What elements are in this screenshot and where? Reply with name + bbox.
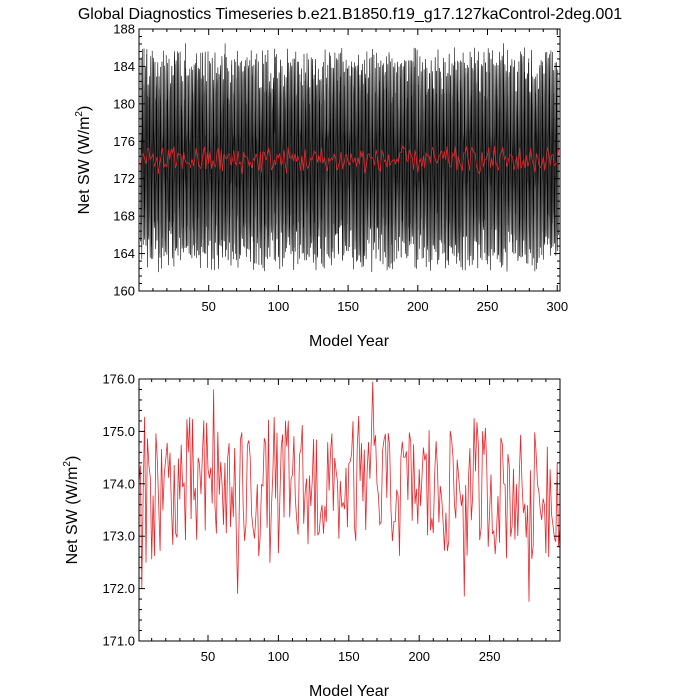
top-y-axis-label: Net SW (W/m2) xyxy=(74,106,93,215)
bottom-y-tick-label: 171.0 xyxy=(102,634,135,649)
bottom-x-tick-label: 200 xyxy=(408,649,430,664)
top-x-axis-label: Model Year xyxy=(309,333,390,350)
top-x-tick-label: 150 xyxy=(337,299,359,314)
top-series-group xyxy=(140,43,559,273)
bottom-y-tick-label: 175.0 xyxy=(102,424,135,439)
bottom-y-axis-label: Net SW (W/m2) xyxy=(62,456,81,565)
bottom-x-tick-label: 150 xyxy=(338,649,360,664)
top-y-tick-label: 188 xyxy=(113,22,135,37)
bottom-x-tick-label: 100 xyxy=(268,649,290,664)
bottom-series-annual-line xyxy=(138,381,561,602)
top-y-tick-label: 168 xyxy=(113,209,135,224)
bottom-series-group xyxy=(138,381,561,602)
bottom-y-tick-label: 172.0 xyxy=(102,581,135,596)
chart-title: Global Diagnostics Timeseries b.e21.B185… xyxy=(78,6,622,23)
top-axes: 160 164 168 172 176 180 184 188 50 100 150 200 250 30… xyxy=(113,22,568,315)
top-y-tick-label: 164 xyxy=(113,246,135,261)
top-plot-frame xyxy=(138,28,561,292)
bottom-x-tick-label: 50 xyxy=(201,649,215,664)
bottom-y-tick-label: 173.0 xyxy=(102,529,135,544)
top-series-monthly-line xyxy=(140,43,559,273)
bottom-x-axis-label: Model Year xyxy=(309,683,390,700)
top-y-tick-label: 180 xyxy=(113,96,135,111)
top-y-tick-label: 184 xyxy=(113,59,135,74)
bottom-y-tick-label: 174.0 xyxy=(102,476,135,491)
top-x-tick-label: 100 xyxy=(268,299,290,314)
top-panel: 160 164 168 172 176 180 184 188 50 100 150 200 250 30… xyxy=(74,22,568,351)
top-x-tick-label: 250 xyxy=(477,299,499,314)
bottom-axes: 171.0 172.0 173.0 174.0 175.0 176.0 50 100 150 20… xyxy=(102,372,560,664)
bottom-y-tick-label: 176.0 xyxy=(102,372,135,387)
top-series-annual-line xyxy=(140,144,559,175)
top-y-tick-label: 176 xyxy=(113,134,135,149)
top-x-tick-label: 200 xyxy=(407,299,429,314)
top-x-tick-label: 50 xyxy=(201,299,215,314)
bottom-x-tick-label: 250 xyxy=(479,649,501,664)
top-y-tick-label: 172 xyxy=(113,171,135,186)
top-y-tick-label: 160 xyxy=(113,284,135,299)
bottom-plot-frame xyxy=(138,378,561,642)
bottom-panel: 171.0 172.0 173.0 174.0 175.0 176.0 50 100 150 20… xyxy=(62,372,561,700)
top-x-tick-label: 300 xyxy=(546,299,568,314)
